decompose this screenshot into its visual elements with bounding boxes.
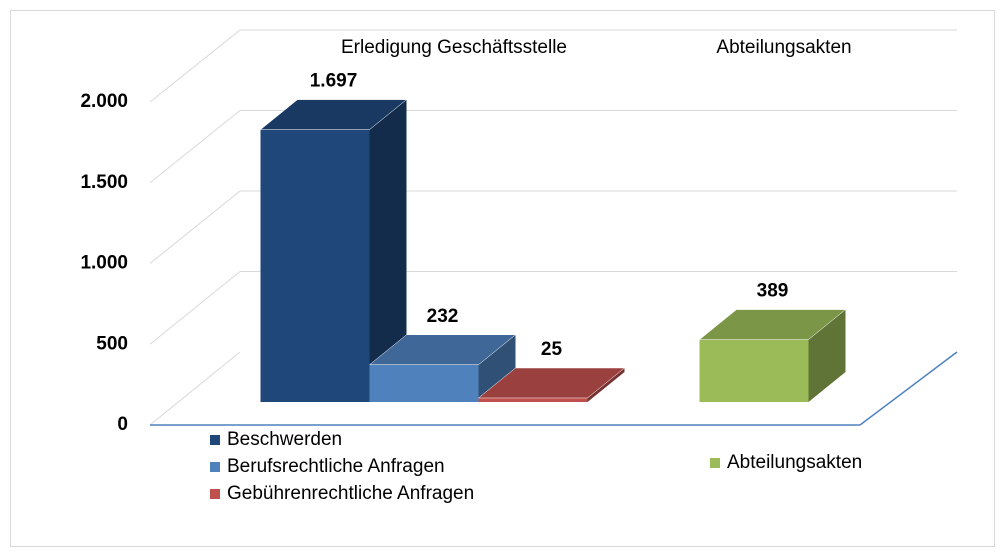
bar-side [369, 99, 407, 402]
bar [478, 397, 588, 402]
bar-side [587, 367, 625, 402]
legend-swatch [210, 489, 220, 499]
bar-top [698, 309, 847, 340]
bar-side [478, 334, 516, 402]
y-tick-label: 2.000 [80, 91, 128, 112]
grid-line [149, 110, 241, 184]
category-label: Abteilungsakten [716, 37, 851, 58]
bar-side [808, 309, 846, 402]
bar [369, 364, 479, 402]
legend-swatch [210, 462, 220, 472]
value-label: 1.697 [310, 71, 358, 92]
floor-right-edge [859, 351, 958, 426]
value-label: 25 [541, 339, 563, 360]
y-tick-label: 1.500 [80, 172, 128, 193]
grid-line [149, 271, 241, 345]
y-tick-label: 1.000 [80, 253, 128, 274]
legend-label: Abteilungsakten [727, 452, 862, 473]
legend-label: Berufsrechtliche Anfragen [227, 456, 445, 477]
bar-top [259, 99, 408, 130]
bar-top [477, 367, 626, 399]
legend-label: Gebührenrechtliche Anfragen [227, 483, 474, 504]
floor-left-edge [149, 351, 241, 426]
value-label: 389 [757, 281, 789, 302]
legend-label: Beschwerden [227, 429, 342, 450]
grid-line [149, 190, 241, 264]
grid-line [149, 29, 241, 103]
bar-top [368, 334, 517, 366]
y-tick-label: 0 [117, 414, 128, 435]
category-label: Erledigung Geschäftsstelle [341, 37, 567, 58]
bar [699, 339, 809, 402]
legend-swatch [710, 458, 720, 468]
chart-frame [10, 10, 995, 547]
value-label: 232 [427, 306, 459, 327]
bar [260, 129, 370, 402]
legend-swatch [210, 435, 220, 445]
y-tick-label: 500 [96, 333, 128, 354]
